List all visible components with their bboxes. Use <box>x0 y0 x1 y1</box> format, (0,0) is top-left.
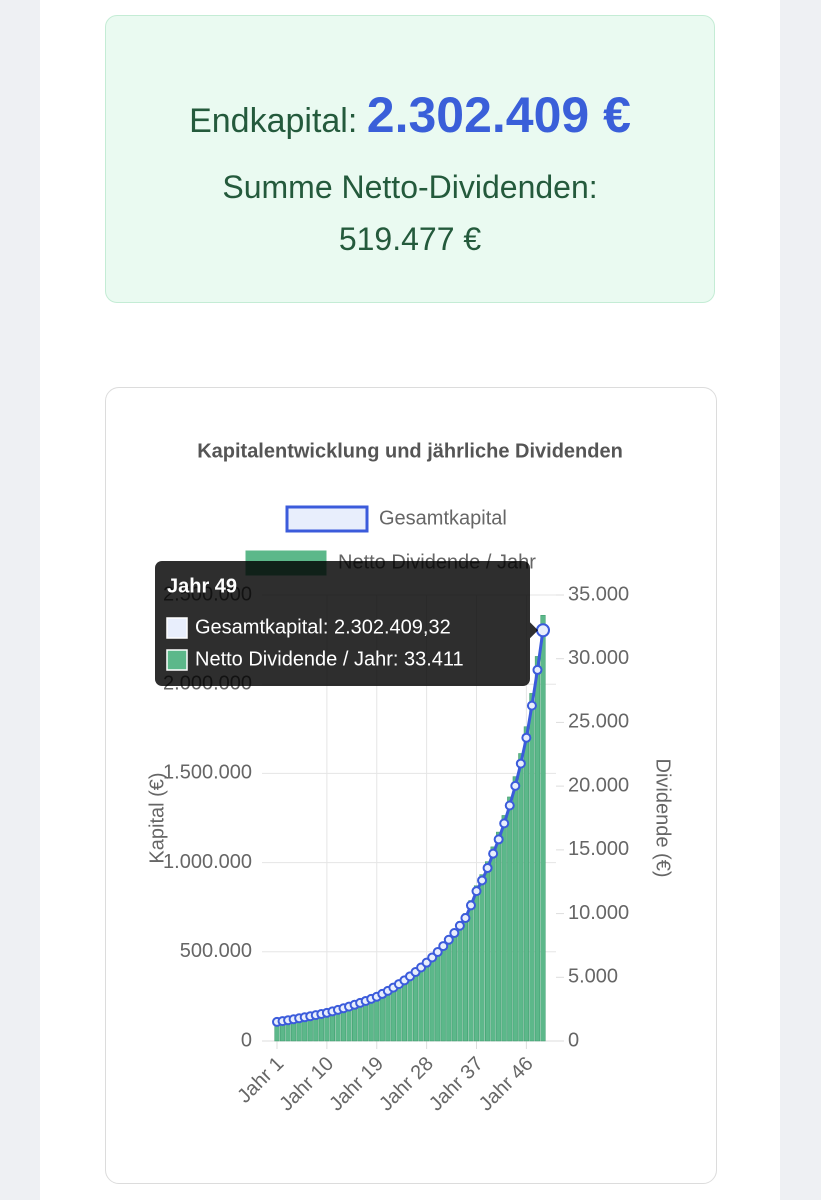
end-value: 2.302.409 € <box>366 87 631 143</box>
bar <box>396 981 402 1042</box>
x-tick-label: Jahr 19 <box>325 1053 388 1116</box>
y2-tick-label: 20.000 <box>568 774 629 796</box>
bar <box>418 964 424 1042</box>
point <box>465 900 476 911</box>
point <box>526 700 537 711</box>
point <box>449 927 460 938</box>
y-axis-title: Kapital (€) <box>146 772 168 863</box>
dividend-sum: Summe Netto-Dividenden: 519.477 € <box>106 161 714 265</box>
bar <box>401 977 408 1042</box>
bar <box>473 885 480 1042</box>
point <box>427 952 438 963</box>
tooltip-caret <box>530 622 538 639</box>
point <box>443 934 454 945</box>
y2-tick-label: 30.000 <box>568 647 629 669</box>
bar <box>451 928 457 1042</box>
x-tick-label: Jahr 10 <box>275 1053 338 1116</box>
bar <box>479 874 485 1042</box>
bar <box>485 861 491 1042</box>
x-tick-label: Jahr 28 <box>375 1053 438 1116</box>
chart-card <box>105 387 717 1184</box>
bar <box>435 948 441 1042</box>
point <box>510 780 521 791</box>
point <box>536 623 550 638</box>
y-tick-label: 1.500.000 <box>163 762 252 784</box>
bar <box>457 921 463 1042</box>
y2-tick-label: 15.000 <box>568 838 629 860</box>
bar <box>496 831 502 1042</box>
legend-label: Gesamtkapital <box>379 507 507 529</box>
tooltip-line: Gesamtkapital: 2.302.409,32 <box>195 616 451 638</box>
y2-tick-label: 5.000 <box>568 966 618 988</box>
dividend-value: 519.477 € <box>338 221 482 257</box>
bar <box>407 973 413 1042</box>
end-capital: Endkapital: 2.302.409 € <box>106 86 714 144</box>
bar <box>540 614 546 1042</box>
tooltip-line: Netto Dividende / Jahr: 33.411 <box>195 648 464 670</box>
legend-swatch <box>285 505 369 533</box>
y2-tick-label: 25.000 <box>568 711 629 733</box>
bar <box>534 656 541 1042</box>
bar <box>429 954 435 1042</box>
x-tick-label: Jahr 37 <box>425 1053 488 1116</box>
bar <box>523 726 529 1042</box>
y2-tick-label: 35.000 <box>568 583 629 605</box>
bar <box>507 796 513 1042</box>
bar <box>424 959 430 1042</box>
y2-tick-label: 0 <box>568 1029 579 1051</box>
tooltip <box>155 561 530 686</box>
bar <box>468 900 474 1042</box>
summary-box: Endkapital: 2.302.409 € Summe Netto-Divi… <box>105 15 715 303</box>
point <box>493 834 504 845</box>
point <box>499 818 510 829</box>
tooltip-title: Jahr 49 <box>167 575 237 597</box>
point <box>438 941 449 952</box>
point <box>482 862 493 873</box>
point <box>504 800 515 811</box>
bar <box>529 693 535 1042</box>
point <box>471 886 482 897</box>
point <box>488 848 499 859</box>
y-tick-label: 1.000.000 <box>163 851 252 873</box>
tooltip-swatch <box>166 617 188 639</box>
y2-axis-title: Dividende (€) <box>652 759 674 878</box>
tooltip-swatch <box>166 649 188 671</box>
point <box>532 664 543 675</box>
point <box>521 732 532 743</box>
bar <box>512 776 518 1042</box>
bar <box>446 935 452 1042</box>
point <box>454 920 465 931</box>
bar <box>501 815 507 1042</box>
bar <box>490 846 496 1042</box>
point <box>460 912 471 923</box>
bar <box>462 913 468 1042</box>
chart-title: Kapitalentwicklung und jährliche Dividen… <box>197 440 623 462</box>
point <box>477 875 488 886</box>
end-label: Endkapital: <box>189 102 358 140</box>
y-tick-label: 0 <box>241 1029 252 1051</box>
point <box>432 946 443 957</box>
bar <box>518 753 524 1042</box>
bar <box>440 942 446 1042</box>
bar <box>412 969 419 1042</box>
dividend-label: Summe Netto-Dividenden: <box>222 169 598 205</box>
y-tick-label: 500.000 <box>180 940 252 962</box>
y2-tick-label: 10.000 <box>568 902 629 924</box>
bar <box>374 994 380 1042</box>
point <box>515 758 526 769</box>
x-tick-label: Jahr 46 <box>475 1053 538 1116</box>
